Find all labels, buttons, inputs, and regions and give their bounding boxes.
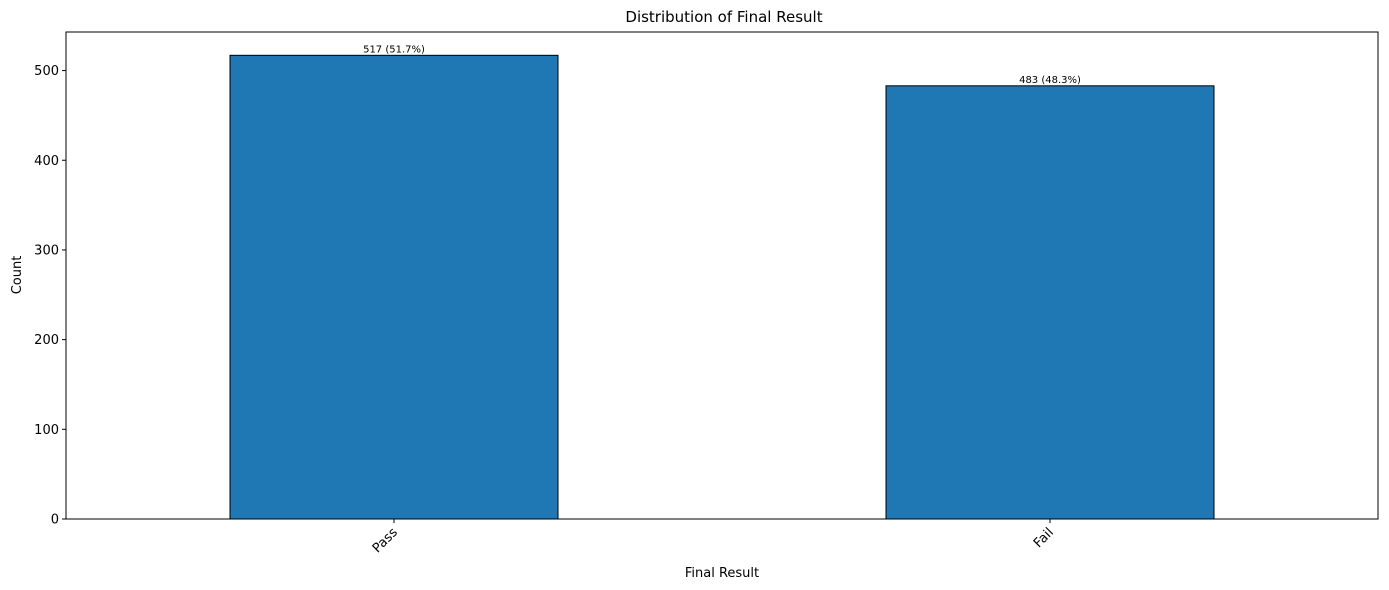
data-label-fail: 483 (48.3%) bbox=[1019, 75, 1081, 86]
x-tick-label: Pass bbox=[370, 525, 401, 556]
bar-pass bbox=[229, 54, 559, 520]
x-tick-label: Fail bbox=[1031, 525, 1057, 551]
y-axis-title: Count bbox=[10, 256, 25, 295]
bars-group: 517 (51.7%) 483 (48.3%) bbox=[229, 44, 1215, 520]
x-axis-ticks: Pass Fail bbox=[370, 519, 1057, 556]
y-tick-label: 0 bbox=[51, 513, 59, 528]
data-label-pass: 517 (51.7%) bbox=[363, 44, 425, 55]
chart-title: Distribution of Final Result bbox=[625, 8, 822, 26]
y-tick-label: 500 bbox=[34, 64, 59, 79]
plot-area: 517 (51.7%)483 (48.3%) 0100200300400500 … bbox=[34, 31, 1379, 556]
y-tick-label: 200 bbox=[34, 333, 59, 348]
y-tick-label: 100 bbox=[34, 423, 59, 438]
y-tick-label: 400 bbox=[34, 154, 59, 169]
x-axis-title: Final Result bbox=[685, 566, 759, 581]
plot-frame bbox=[65, 31, 1379, 520]
y-axis-ticks: 0 100 200 300 400 500 bbox=[34, 64, 66, 528]
y-tick-label: 300 bbox=[34, 243, 59, 258]
bar-fail bbox=[885, 85, 1215, 520]
